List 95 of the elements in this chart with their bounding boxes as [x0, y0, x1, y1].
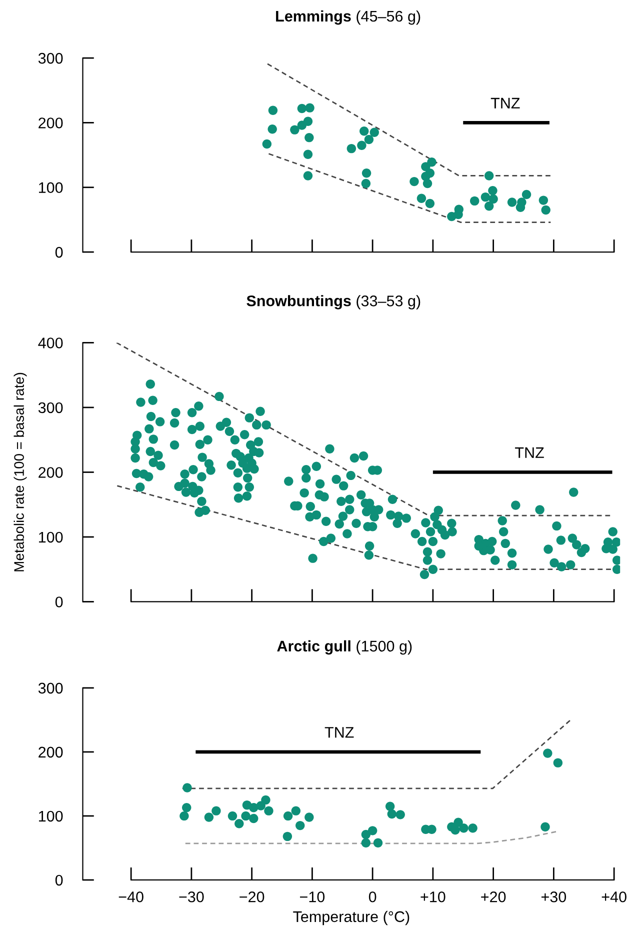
point: [396, 810, 405, 820]
point: [541, 205, 550, 215]
y-tick-label: 100: [38, 810, 63, 822]
annotation: TNZ: [490, 98, 520, 108]
point: [241, 811, 250, 821]
line-series: [184, 830, 559, 844]
point: [303, 150, 313, 159]
point: [410, 176, 419, 186]
y-tick-label: 200: [38, 467, 63, 478]
y-tick-label: 0: [55, 596, 63, 608]
x-tick-label: −10: [300, 891, 325, 902]
x-tick-label: +40: [602, 891, 626, 902]
point: [346, 144, 356, 154]
point: [228, 811, 238, 821]
point: [364, 134, 374, 144]
point: [261, 795, 270, 805]
point: [357, 140, 366, 150]
chart-title: Lemmings (45–56 g): [276, 10, 420, 25]
point: [470, 196, 480, 206]
chart-title: Arctic gull (1500 g): [277, 640, 412, 655]
point: [264, 806, 274, 816]
point: [234, 819, 244, 828]
x-tick-label: −40: [118, 891, 144, 902]
x-axis-title: Temperature (°C): [293, 910, 410, 926]
point: [416, 194, 426, 203]
point: [522, 190, 532, 200]
y-tick-label: 200: [38, 746, 63, 758]
y-axis-title: Metabolic rate (100 = basal rate): [14, 372, 27, 572]
y-tick-label: 100: [38, 532, 63, 543]
annotation: TNZ: [324, 727, 354, 738]
point: [249, 814, 258, 824]
point: [204, 812, 214, 822]
point: [480, 192, 490, 202]
point: [249, 803, 258, 812]
point: [425, 198, 435, 208]
point: [268, 106, 278, 116]
y-tick-label: 300: [38, 682, 63, 694]
point: [553, 758, 563, 768]
y-tick-label: 0: [55, 246, 63, 258]
point: [422, 178, 432, 188]
point: [296, 820, 305, 830]
point: [484, 171, 494, 180]
point: [387, 809, 396, 819]
point: [303, 116, 313, 126]
x-tick-label: −20: [240, 891, 264, 902]
point: [212, 806, 221, 816]
point: [360, 126, 369, 136]
chart-title: Snowbuntings (33–53 g): [246, 295, 420, 310]
point: [297, 104, 307, 114]
point: [304, 132, 314, 142]
point: [370, 128, 379, 138]
y-tick-label: 0: [55, 874, 63, 886]
point: [182, 803, 192, 812]
point: [468, 824, 478, 833]
y-tick-label: 200: [38, 118, 63, 128]
x-tick-label: +20: [481, 891, 506, 902]
point: [290, 125, 300, 134]
point: [538, 196, 548, 205]
point: [425, 168, 435, 178]
point: [304, 812, 314, 822]
x-tick-label: −30: [179, 891, 204, 902]
point: [268, 124, 277, 134]
point: [362, 168, 372, 178]
point: [450, 825, 460, 835]
point: [517, 198, 526, 207]
point: [361, 178, 371, 188]
point: [291, 806, 300, 816]
y-tick-label: 300: [38, 52, 63, 64]
point: [385, 802, 395, 811]
point: [459, 824, 468, 833]
point: [507, 198, 517, 207]
point: [484, 202, 494, 211]
point: [180, 811, 189, 821]
point: [488, 194, 498, 204]
point: [262, 139, 272, 149]
point: [303, 171, 313, 180]
point: [283, 811, 293, 821]
x-tick-label: 0: [368, 891, 376, 902]
x-tick-label: +30: [541, 891, 566, 902]
point: [361, 838, 371, 848]
y-tick-label: 400: [38, 338, 63, 348]
point: [488, 186, 498, 196]
point: [543, 748, 552, 758]
point: [305, 103, 314, 112]
annotation: TNZ: [515, 447, 544, 458]
point: [540, 822, 550, 832]
y-tick-label: 300: [38, 402, 63, 414]
point: [282, 832, 292, 842]
point: [182, 783, 192, 792]
point: [368, 826, 378, 836]
y-tick-label: 100: [38, 182, 63, 194]
x-tick-label: +10: [420, 891, 446, 902]
point: [373, 838, 383, 848]
point: [454, 210, 463, 220]
point: [427, 158, 436, 167]
